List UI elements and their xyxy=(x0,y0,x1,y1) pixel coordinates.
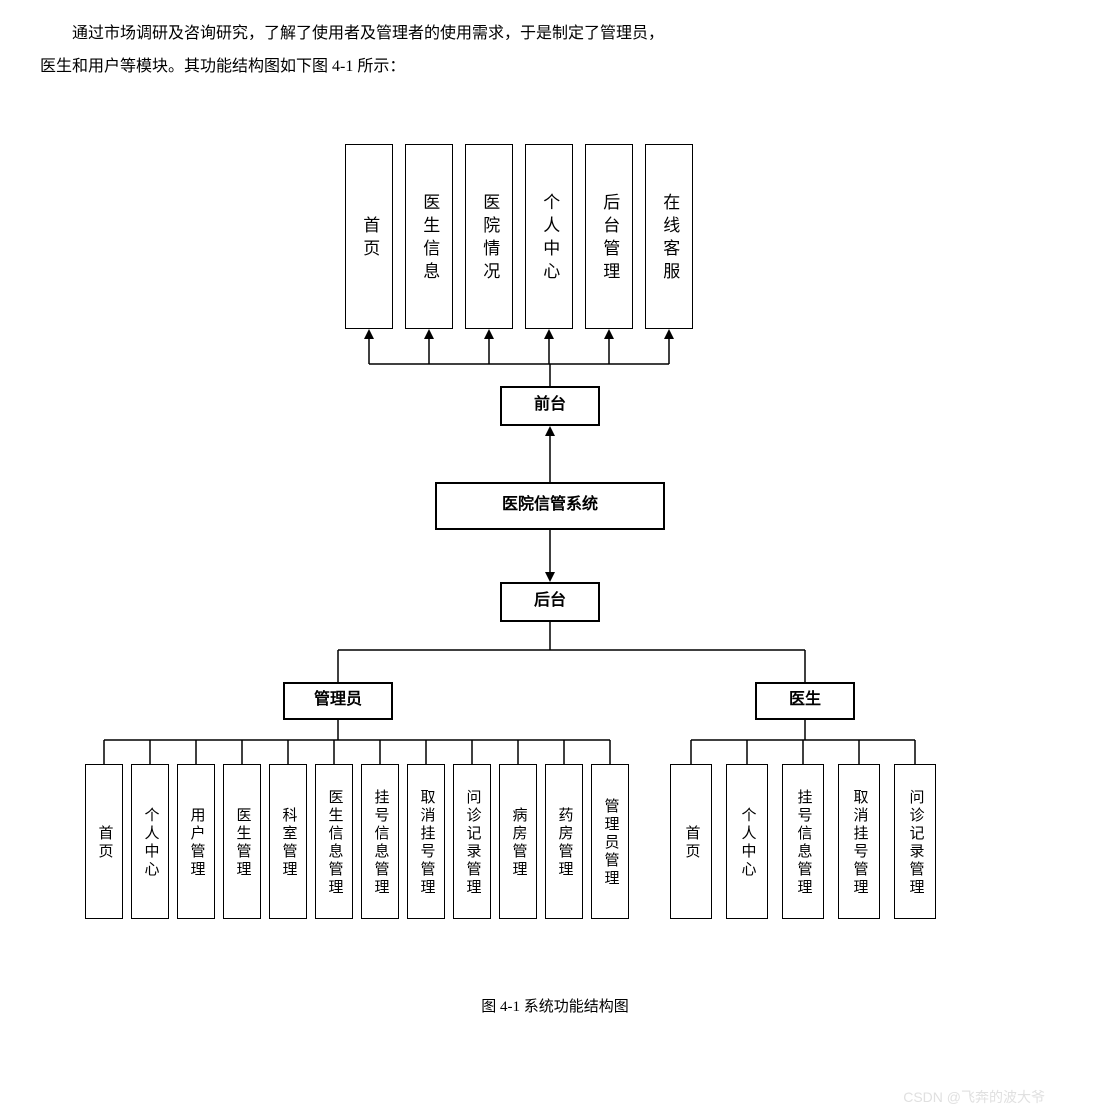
node-admin-item-1: 个人中心 xyxy=(131,764,169,919)
node-frontend-item-3: 个人中心 xyxy=(525,144,573,329)
intro-line-2: 医生和用户等模块。其功能结构图如下图 4-1 所示： xyxy=(40,53,1070,82)
node-admin-item-8: 问诊记录管理 xyxy=(453,764,491,919)
node-admin-item-0: 首页 xyxy=(85,764,123,919)
node-doctor: 医生 xyxy=(755,682,855,720)
intro-line-1: 通过市场调研及咨询研究，了解了使用者及管理者的使用需求，于是制定了管理员， xyxy=(40,20,1070,49)
node-frontend-item-0: 首页 xyxy=(345,144,393,329)
node-doctor-item-3: 取消挂号管理 xyxy=(838,764,880,919)
figure-caption: 图 4-1 系统功能结构图 xyxy=(40,994,1070,1021)
node-admin-item-5: 医生信息管理 xyxy=(315,764,353,919)
node-doctor-item-4: 问诊记录管理 xyxy=(894,764,936,919)
node-admin: 管理员 xyxy=(283,682,393,720)
node-doctor-item-2: 挂号信息管理 xyxy=(782,764,824,919)
node-admin-item-4: 科室管理 xyxy=(269,764,307,919)
node-frontend-item-1: 医生信息 xyxy=(405,144,453,329)
node-admin-item-6: 挂号信息管理 xyxy=(361,764,399,919)
node-backend: 后台 xyxy=(500,582,600,622)
node-frontend: 前台 xyxy=(500,386,600,426)
node-doctor-item-1: 个人中心 xyxy=(726,764,768,919)
node-root: 医院信管系统 xyxy=(435,482,665,530)
node-admin-item-9: 病房管理 xyxy=(499,764,537,919)
node-admin-item-7: 取消挂号管理 xyxy=(407,764,445,919)
node-admin-item-2: 用户管理 xyxy=(177,764,215,919)
function-structure-diagram: 医院信管系统前台后台管理员医生首页医生信息医院情况个人中心后台管理在线客服首页个… xyxy=(55,84,1055,964)
node-admin-item-11: 管理员管理 xyxy=(591,764,629,919)
node-frontend-item-4: 后台管理 xyxy=(585,144,633,329)
node-doctor-item-0: 首页 xyxy=(670,764,712,919)
node-admin-item-3: 医生管理 xyxy=(223,764,261,919)
node-frontend-item-2: 医院情况 xyxy=(465,144,513,329)
watermark: CSDN @飞奔的波大爷 xyxy=(903,1085,1045,1110)
node-admin-item-10: 药房管理 xyxy=(545,764,583,919)
node-frontend-item-5: 在线客服 xyxy=(645,144,693,329)
